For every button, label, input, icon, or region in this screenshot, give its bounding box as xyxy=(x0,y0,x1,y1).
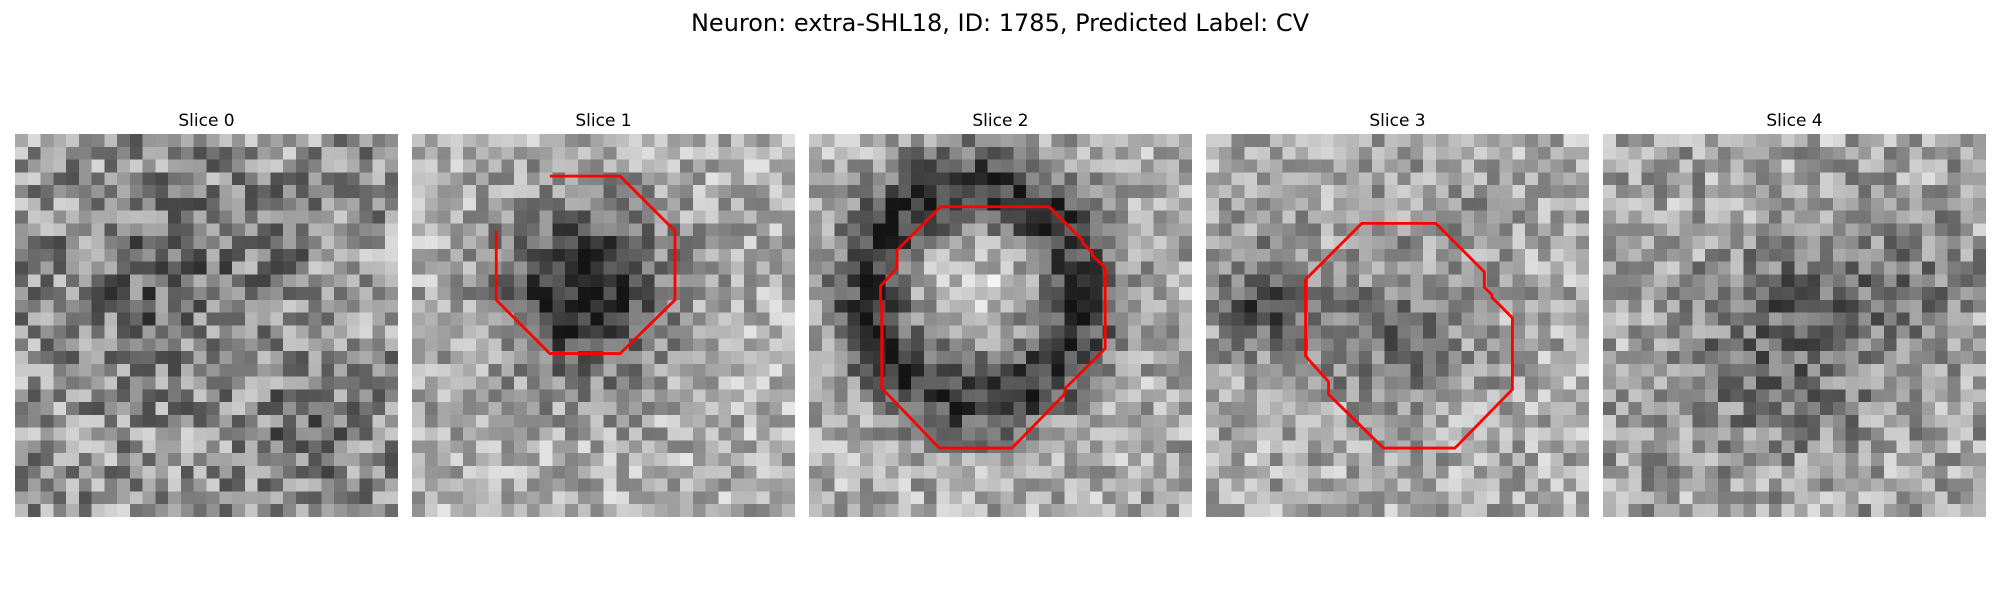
slice-title-2: Slice 2 xyxy=(972,111,1029,131)
slice-panel-3: Slice 3 xyxy=(1206,108,1589,517)
slice-panel-1: Slice 1 xyxy=(412,108,795,517)
contour-outline xyxy=(1304,221,1514,450)
contour-outline xyxy=(879,205,1107,450)
slice-title-4: Slice 4 xyxy=(1766,111,1823,131)
slice-panel-4: Slice 4 xyxy=(1603,108,1986,517)
slice-image-1 xyxy=(412,134,795,517)
slice-title-1: Slice 1 xyxy=(575,111,632,131)
slice-panel-2: Slice 2 xyxy=(809,108,1192,517)
contour-outline xyxy=(494,174,677,355)
slice-panel-0: Slice 0 xyxy=(15,108,398,517)
slice-title-0: Slice 0 xyxy=(178,111,235,131)
slice-image-2 xyxy=(809,134,1192,517)
figure-title: Neuron: extra-SHL18, ID: 1785, Predicted… xyxy=(690,9,1310,37)
slice-image-4 xyxy=(1603,134,1986,517)
slice-image-0 xyxy=(15,134,398,517)
slice-image-3 xyxy=(1206,134,1589,517)
slice-title-3: Slice 3 xyxy=(1369,111,1426,131)
